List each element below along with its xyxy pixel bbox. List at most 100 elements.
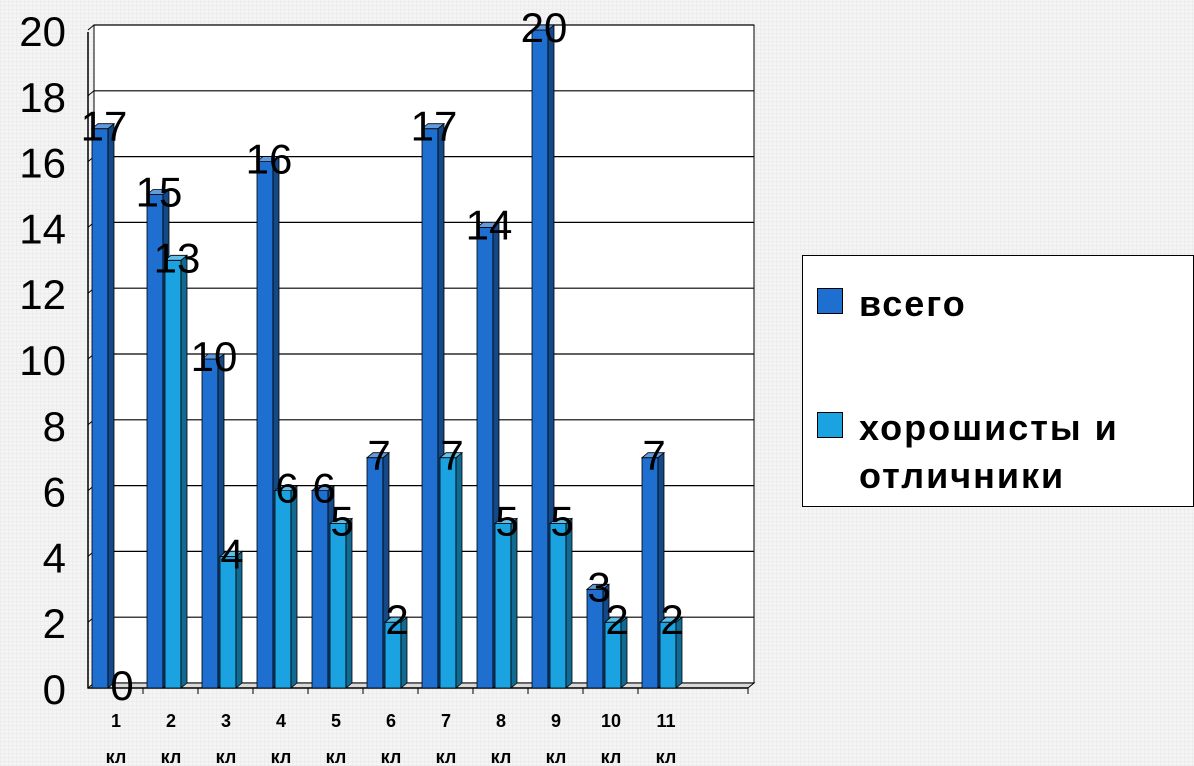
- bar-top: [255, 156, 281, 163]
- x-tick-label-unit: кл: [656, 747, 677, 766]
- x-tick-label-number: 6: [386, 711, 396, 731]
- data-label: 17: [411, 103, 458, 150]
- data-label: 7: [440, 432, 463, 479]
- bar: [476, 226, 494, 689]
- gridline-side: [87, 90, 95, 97]
- legend-label-good: хорошисты и отличники: [859, 407, 1119, 496]
- bar: [439, 457, 457, 689]
- data-label: 14: [466, 201, 513, 248]
- data-label: 15: [136, 169, 183, 216]
- data-label: 16: [246, 136, 293, 183]
- x-tick-label-unit: кл: [271, 747, 292, 766]
- x-tick-label-unit: кл: [436, 747, 457, 766]
- data-label: 4: [220, 530, 243, 577]
- legend-item-total: всего: [817, 280, 967, 328]
- legend-swatch-total: [817, 288, 843, 314]
- x-tick-label-number: 7: [441, 711, 451, 731]
- y-tick-label: 14: [19, 205, 66, 252]
- data-label: 5: [330, 498, 353, 545]
- x-tick-label-number: 5: [331, 711, 341, 731]
- bar: [421, 128, 439, 689]
- bar: [274, 490, 292, 689]
- bar-top: [163, 254, 189, 261]
- bar: [329, 523, 347, 689]
- bar-side: [180, 254, 188, 689]
- bar-top: [383, 616, 409, 623]
- data-label: 5: [495, 498, 518, 545]
- bar-top: [273, 485, 299, 492]
- bar-top: [200, 353, 226, 360]
- y-tick-label: 0: [43, 666, 66, 713]
- bar-top: [475, 221, 501, 228]
- bar-top: [365, 452, 391, 459]
- bar-top: [328, 518, 354, 524]
- data-label: 7: [642, 432, 665, 479]
- data-label: 3: [587, 563, 610, 610]
- x-tick-label-unit: кл: [326, 747, 347, 766]
- y-tick-label: 10: [19, 337, 66, 384]
- bar-top: [310, 485, 336, 492]
- bar-top: [493, 518, 519, 524]
- y-tick-label: 20: [19, 8, 66, 55]
- data-label: 6: [312, 465, 335, 512]
- x-tick-label-number: 1: [111, 711, 121, 731]
- data-label: 17: [81, 103, 128, 150]
- y-tick-label: 16: [19, 140, 66, 187]
- data-label: 2: [660, 596, 683, 643]
- bar: [366, 457, 384, 689]
- y-tick-label: 12: [19, 271, 66, 318]
- data-label: 0: [110, 662, 133, 709]
- bar: [494, 523, 512, 689]
- bar: [531, 29, 549, 689]
- x-tick-label-unit: кл: [546, 747, 567, 766]
- y-tick-label: 4: [43, 534, 66, 581]
- x-tick-label-number: 9: [551, 711, 561, 731]
- bar-top: [438, 452, 464, 459]
- chart-legend: всего хорошисты и отличники: [802, 255, 1194, 507]
- bar: [91, 128, 109, 689]
- x-tick-label-unit: кл: [491, 747, 512, 766]
- legend-swatch-good: [817, 412, 843, 438]
- data-label: 7: [367, 432, 390, 479]
- y-tick-label: 18: [19, 74, 66, 121]
- data-label: 13: [154, 234, 201, 281]
- bar-side: [455, 451, 463, 689]
- x-tick-label-number: 4: [276, 711, 286, 731]
- gridline-side: [87, 24, 95, 31]
- bar-top: [585, 583, 611, 590]
- x-tick-label-number: 3: [221, 711, 231, 731]
- bar-top: [420, 123, 446, 130]
- data-label: 10: [191, 333, 238, 380]
- y-tick-label: 2: [43, 600, 66, 647]
- data-label: 5: [550, 498, 573, 545]
- x-tick-label-unit: кл: [381, 747, 402, 766]
- bar: [256, 161, 274, 689]
- y-tick-label: 6: [43, 469, 66, 516]
- bar-side: [290, 484, 298, 689]
- bar-top: [640, 452, 666, 459]
- data-label: 2: [385, 596, 408, 643]
- bar-top: [603, 616, 629, 623]
- data-label: 20: [521, 4, 568, 51]
- y-tick-label: 8: [43, 403, 66, 450]
- bar-top: [90, 123, 116, 130]
- bar-top: [548, 518, 574, 524]
- legend-label-total: всего: [859, 283, 967, 324]
- bar: [549, 523, 567, 689]
- bar-top: [530, 24, 556, 31]
- x-tick-label-unit: кл: [106, 747, 127, 766]
- bar: [164, 259, 182, 689]
- bar-top: [658, 616, 684, 623]
- bar-top: [145, 189, 171, 195]
- x-tick-label-number: 11: [656, 711, 675, 731]
- x-tick-label-number: 10: [601, 711, 621, 731]
- legend-item-good: хорошисты и отличники: [817, 404, 1189, 500]
- data-label: 2: [605, 596, 628, 643]
- x-tick-label-unit: кл: [216, 747, 237, 766]
- bar: [201, 358, 219, 689]
- bar: [311, 490, 329, 689]
- x-tick-label-unit: кл: [161, 747, 182, 766]
- bar-top: [218, 551, 244, 557]
- x-tick-label-unit: кл: [601, 747, 622, 766]
